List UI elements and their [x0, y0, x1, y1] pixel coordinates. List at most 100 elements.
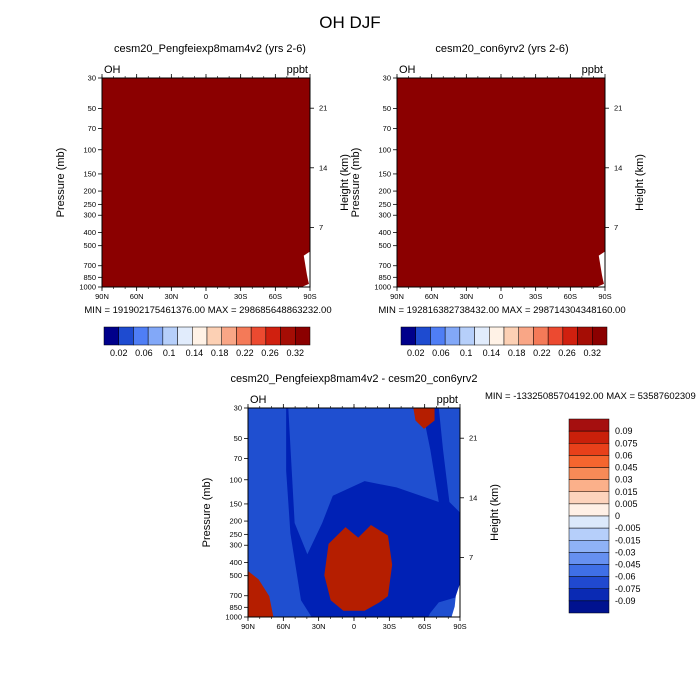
- x-tick-label: 30S: [383, 622, 396, 631]
- y-tick-label: 700: [378, 261, 391, 270]
- field-fill: [397, 78, 605, 287]
- colorbar-swatch: [162, 326, 178, 346]
- colorbar-swatch: [568, 491, 610, 505]
- y-tick-label: 400: [83, 228, 96, 237]
- y-tick-label: 400: [378, 228, 391, 237]
- right-tick-label: 21: [469, 434, 477, 443]
- right-tick-label: 14: [319, 163, 327, 172]
- surface-cutoff: [451, 583, 460, 617]
- y-tick-label: 250: [378, 200, 391, 209]
- y-tick-label: 70: [234, 454, 242, 463]
- colorbar-label: 0.26: [261, 348, 279, 358]
- colorbar-swatch: [459, 326, 475, 346]
- colorbar-swatch: [568, 600, 610, 614]
- min-max-stats: MIN = 191902175461376.00 MAX = 298685648…: [84, 305, 331, 316]
- y-tick-label: 500: [83, 241, 96, 250]
- y-tick-label: 100: [378, 145, 391, 154]
- panel-title: cesm20_con6yrv2 (yrs 2-6): [435, 43, 568, 55]
- x-tick-label: 60S: [564, 292, 577, 301]
- y-tick-label: 50: [88, 104, 96, 113]
- y-tick-label: 850: [229, 603, 242, 612]
- colorbar-label: -0.03: [615, 547, 636, 557]
- surface-cutoff: [301, 251, 310, 287]
- colorbar-label: 0.26: [558, 348, 576, 358]
- colorbar-swatch: [118, 326, 134, 346]
- colorbar-swatch: [192, 326, 208, 346]
- units-label: ppbt: [437, 394, 458, 406]
- colorbar-label: -0.005: [615, 523, 641, 533]
- colorbar-swatch: [568, 430, 610, 444]
- y-tick-label: 1000: [374, 283, 391, 292]
- y-tick-label: 1000: [225, 613, 242, 622]
- positive-region-upper: [413, 408, 435, 429]
- colorbar-swatch: [568, 515, 610, 529]
- y-tick-label: 850: [378, 273, 391, 282]
- colorbar-swatch: [568, 503, 610, 517]
- colorbar-swatch: [568, 527, 610, 541]
- min-max-stats: MIN = -13325085704192.00 MAX = 535876023…: [485, 391, 696, 402]
- y-tick-label: 300: [83, 211, 96, 220]
- x-tick-label: 60S: [418, 622, 431, 631]
- variable-label: OH: [104, 64, 121, 76]
- colorbar-swatch: [430, 326, 446, 346]
- field-fill: [102, 78, 310, 287]
- colorbar-label: 0.1: [460, 348, 473, 358]
- colorbar-swatch: [533, 326, 549, 346]
- colorbar-swatch: [568, 540, 610, 553]
- y-tick-label: 1000: [79, 283, 96, 292]
- y-tick-label: 500: [378, 241, 391, 250]
- y-tick-label: 300: [229, 541, 242, 550]
- colorbar-label: 0.03: [615, 475, 633, 485]
- x-tick-label: 30S: [529, 292, 542, 301]
- y-tick-label: 50: [234, 434, 242, 443]
- variable-label: OH: [399, 64, 416, 76]
- colorbar-label: 0.18: [211, 348, 229, 358]
- y-axis-title: Pressure (mb): [350, 148, 362, 218]
- background-lens: [288, 408, 439, 555]
- colorbar-label: 0.18: [508, 348, 526, 358]
- surface-cutoff: [596, 251, 605, 287]
- colorbar-swatch: [568, 443, 610, 456]
- y-tick-label: 30: [383, 74, 391, 83]
- colorbar-swatch: [147, 326, 164, 346]
- y-tick-label: 30: [234, 404, 242, 413]
- right-axis-title: Height (km): [339, 154, 351, 211]
- x-tick-label: 90N: [390, 292, 404, 301]
- y-tick-label: 70: [88, 124, 96, 133]
- right-tick-label: 7: [614, 223, 618, 232]
- colorbar-swatch: [568, 467, 610, 480]
- colorbar-label: 0.32: [287, 348, 305, 358]
- colorbar-swatch: [568, 564, 610, 577]
- colorbar-swatch: [592, 326, 608, 346]
- colorbar-swatch: [206, 326, 222, 346]
- colorbar-label: 0.015: [615, 487, 638, 497]
- y-tick-label: 150: [378, 169, 391, 178]
- right-axis-title: Height (km): [489, 484, 501, 541]
- positive-region-north: [248, 571, 274, 617]
- y-axis-title: Pressure (mb): [55, 148, 67, 218]
- colorbar-label: 0.06: [432, 348, 450, 358]
- positive-region-tropics: [324, 525, 393, 611]
- colorbar-swatch: [577, 326, 593, 346]
- colorbar-swatch: [518, 326, 534, 346]
- y-tick-label: 50: [383, 104, 391, 113]
- colorbar-label: 0.075: [615, 438, 638, 448]
- plot-area: [102, 78, 310, 287]
- right-tick-label: 14: [614, 163, 622, 172]
- colorbar-swatch: [265, 326, 281, 346]
- colorbar-swatch: [562, 326, 578, 346]
- colorbar-swatch: [568, 552, 610, 565]
- panel-title: cesm20_Pengfeiexp8mam4v2 - cesm20_con6yr…: [230, 373, 477, 385]
- colorbar-label: -0.015: [615, 535, 641, 545]
- x-tick-label: 0: [352, 622, 356, 631]
- x-tick-label: 60N: [276, 622, 290, 631]
- x-tick-label: 30S: [234, 292, 247, 301]
- right-tick-label: 21: [614, 104, 622, 113]
- colorbar-swatch: [250, 326, 267, 346]
- colorbar-swatch: [568, 479, 610, 492]
- panel-experiment: cesm20_Pengfeiexp8mam4v2 (yrs 2-6) OH ppbt…: [55, 43, 351, 358]
- y-tick-label: 250: [83, 200, 96, 209]
- colorbar-label: -0.06: [615, 572, 636, 582]
- y-tick-label: 500: [229, 571, 242, 580]
- y-tick-label: 200: [83, 187, 96, 196]
